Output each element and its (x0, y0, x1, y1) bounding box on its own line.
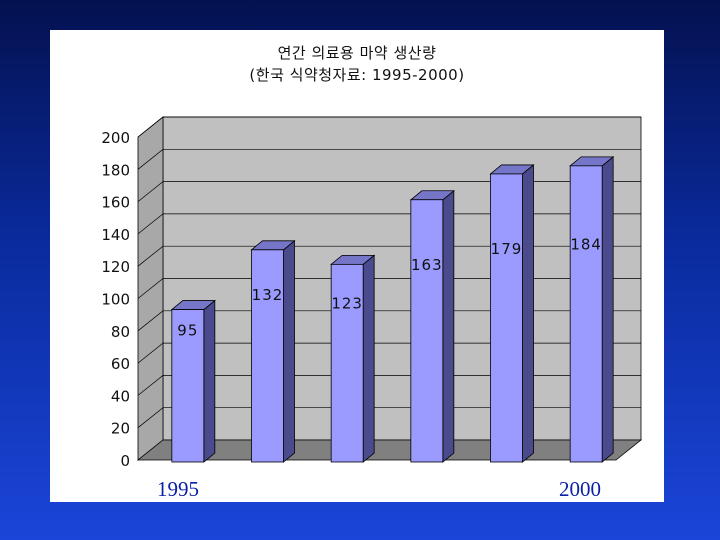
gridline-20 (137, 407, 641, 428)
bar-1999 (490, 173, 523, 463)
bar-1996 (251, 249, 284, 463)
data-label-1998: 163 (411, 256, 443, 274)
y-tick-label-120: 120 (101, 258, 130, 276)
gridline-120 (137, 245, 641, 267)
chart-title: 연간 의료용 마약 생산량 (277, 44, 437, 62)
bar-side-1998 (442, 189, 455, 463)
data-label-1997: 123 (331, 295, 363, 313)
y-tick-label-100: 100 (101, 291, 130, 309)
data-label-2000: 184 (570, 235, 602, 253)
y-tick-label-200: 200 (101, 129, 130, 147)
gridline-180 (137, 148, 641, 170)
y-tick-label-160: 160 (101, 194, 130, 212)
gridline-100 (137, 278, 641, 299)
x-label-first: 1995 (157, 477, 199, 501)
y-tick-label-20: 20 (111, 420, 130, 438)
y-tick-label-80: 80 (111, 323, 130, 341)
gridline-140 (137, 213, 641, 235)
gridline-60 (137, 342, 641, 364)
data-label-1995: 95 (177, 322, 198, 340)
y-tick-label-60: 60 (111, 355, 130, 373)
data-label-1996: 132 (252, 286, 284, 304)
bar-chart: 0 20 40 60 80 100 120 140 160 180 200 95 132 123 163 17… (101, 116, 643, 470)
bar-side-1996 (283, 239, 295, 463)
bar-side-1997 (362, 254, 375, 463)
chart-subtitle: (한국 식약청자료: 1995-2000) (249, 66, 465, 84)
y-tick-label-180: 180 (101, 161, 130, 179)
chart-panel: 연간 의료용 마약 생산량 (한국 식약청자료: 1995-2000) 0 20 4… (50, 30, 664, 502)
y-tick-label-40: 40 (111, 387, 130, 405)
gridline-80 (137, 310, 641, 332)
bar-1998 (410, 199, 444, 463)
bar-1997 (330, 263, 364, 463)
bar-side-1999 (522, 164, 534, 463)
gridline-160 (137, 181, 641, 202)
bar-2000 (569, 165, 603, 463)
y-tick-label-140: 140 (101, 226, 130, 244)
bar-side-2000 (601, 155, 614, 463)
gridline-200 (137, 116, 641, 138)
bar-side-1995 (203, 299, 216, 463)
x-label-last: 2000 (559, 477, 601, 501)
y-tick-label-0: 0 (120, 452, 130, 470)
data-label-1999: 179 (491, 240, 523, 258)
bar-1995 (171, 309, 205, 463)
gridline-40 (137, 375, 641, 396)
